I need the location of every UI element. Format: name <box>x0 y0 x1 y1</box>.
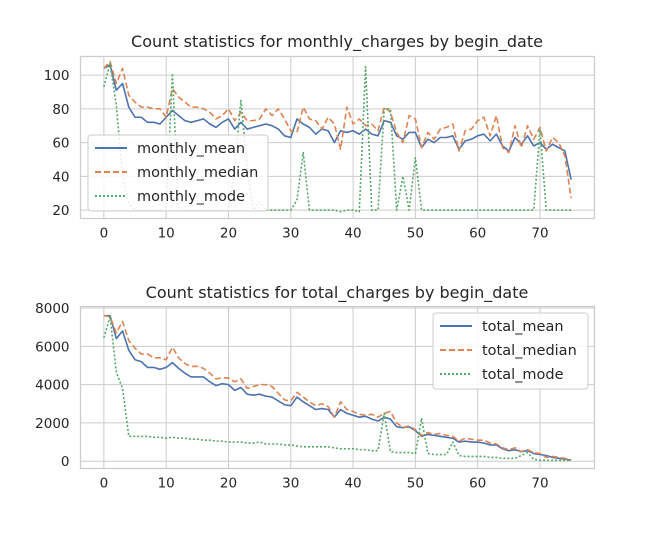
monthly-charges-chart: Count statistics for monthly_charges by … <box>44 32 596 242</box>
plot-frame <box>79 55 596 220</box>
y-tick-label: 100 <box>44 68 70 84</box>
legend-label-total-mean: total_mean <box>482 319 564 335</box>
x-tick-label: 60 <box>469 226 486 242</box>
chart-title: Count statistics for total_charges by be… <box>146 283 529 303</box>
x-tick-label: 20 <box>220 226 237 242</box>
y-tick-label: 0 <box>61 454 70 470</box>
x-tick-label: 0 <box>100 226 109 242</box>
chart-title: Count statistics for monthly_charges by … <box>131 32 543 52</box>
x-tick-label: 10 <box>158 226 175 242</box>
legend-label-monthly-median: monthly_median <box>137 165 258 181</box>
x-tick-label: 60 <box>469 476 486 492</box>
total-charges-chart: Count statistics for total_charges by be… <box>35 283 596 492</box>
y-tick-label: 4000 <box>35 378 69 394</box>
y-tick-label: 60 <box>52 136 69 152</box>
legend-box <box>87 134 269 212</box>
legend-label-total-mode: total_mode <box>482 367 564 383</box>
plot-frame <box>79 305 596 470</box>
x-tick-label: 50 <box>407 226 424 242</box>
x-tick-label: 40 <box>344 476 361 492</box>
x-tick-label: 20 <box>220 476 237 492</box>
series-line-monthly-median <box>103 60 572 199</box>
x-tick-label: 50 <box>407 476 424 492</box>
y-tick-label: 80 <box>52 102 69 118</box>
x-tick-label: 30 <box>282 226 299 242</box>
x-tick-label: 30 <box>282 476 299 492</box>
legend: total_mean total_median total_mode <box>432 312 589 390</box>
legend-label-monthly-mean: monthly_mean <box>137 141 245 157</box>
y-tick-label: 6000 <box>35 339 69 355</box>
x-tick-label: 70 <box>531 476 548 492</box>
y-tick-label: 2000 <box>35 416 69 432</box>
series-line-total-median <box>103 314 572 461</box>
legend: monthly_mean monthly_median monthly_mode <box>87 134 269 212</box>
x-tick-label: 0 <box>100 476 109 492</box>
series-line-total-mode <box>103 315 572 462</box>
legend-box <box>432 312 589 390</box>
y-tick-label: 40 <box>52 169 69 185</box>
y-tick-label: 8000 <box>35 301 69 317</box>
x-tick-label: 70 <box>531 226 548 242</box>
x-tick-label: 40 <box>344 226 361 242</box>
x-tick-label: 10 <box>158 476 175 492</box>
y-tick-label: 20 <box>52 203 69 219</box>
series-line-total-mean <box>103 314 572 462</box>
legend-label-monthly-mode: monthly_mode <box>137 189 245 205</box>
series-line-monthly-mode <box>103 62 572 213</box>
legend-label-total-median: total_median <box>482 343 577 359</box>
